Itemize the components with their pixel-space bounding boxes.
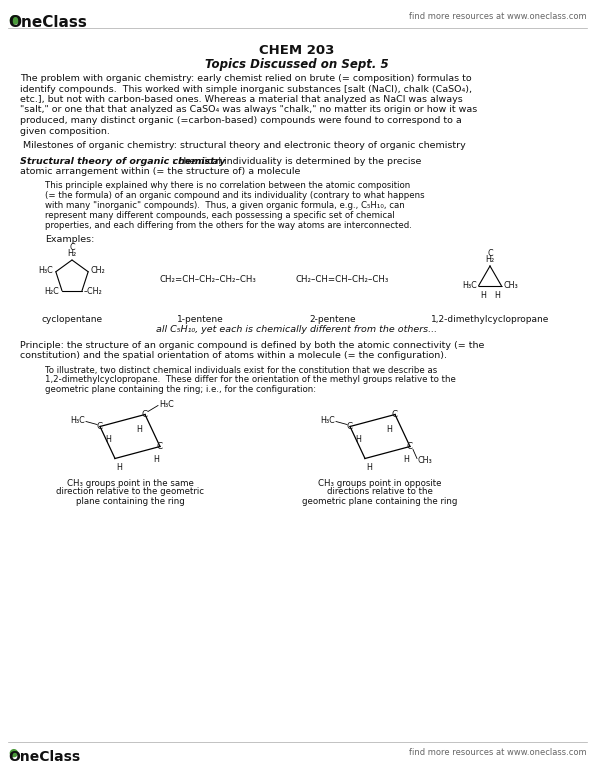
Text: H: H	[386, 424, 392, 434]
Text: cyclopentane: cyclopentane	[42, 315, 102, 324]
Text: directions relative to the: directions relative to the	[327, 487, 433, 497]
Text: CH₃ groups point in opposite: CH₃ groups point in opposite	[318, 478, 441, 487]
Text: The problem with organic chemistry: early chemist relied on brute (= composition: The problem with organic chemistry: earl…	[20, 74, 472, 83]
Text: OneClass: OneClass	[8, 15, 87, 30]
Text: direction relative to the geometric: direction relative to the geometric	[56, 487, 204, 497]
Text: H₃C: H₃C	[159, 400, 174, 409]
Text: C: C	[97, 422, 103, 431]
Text: C: C	[347, 422, 353, 431]
Text: H: H	[403, 454, 409, 464]
Text: C: C	[69, 243, 75, 252]
Text: "salt," or one that that analyzed as CaSO₄ was always "chalk," no matter its ori: "salt," or one that that analyzed as CaS…	[20, 105, 477, 115]
Text: properties, and each differing from the others for the way atoms are interconnec: properties, and each differing from the …	[45, 222, 412, 230]
Text: H₂C: H₂C	[44, 287, 59, 296]
Text: find more resources at www.oneclass.com: find more resources at www.oneclass.com	[409, 748, 587, 757]
Text: CH₂=CH–CH₂–CH₂–CH₃: CH₂=CH–CH₂–CH₂–CH₃	[160, 276, 257, 284]
Text: 2-pentene: 2-pentene	[309, 315, 356, 324]
Text: H₃C: H₃C	[38, 266, 53, 275]
Text: identify compounds.  This worked with simple inorganic substances [salt (NaCl), : identify compounds. This worked with sim…	[20, 85, 472, 93]
Text: To illustrate, two distinct chemical individuals exist for the constitution that: To illustrate, two distinct chemical ind…	[45, 366, 437, 374]
Text: Principle: the structure of an organic compound is defined by both the atomic co: Principle: the structure of an organic c…	[20, 340, 484, 350]
Text: atomic arrangement within (= the structure of) a molecule: atomic arrangement within (= the structu…	[20, 167, 300, 176]
Text: H: H	[480, 290, 486, 300]
Text: geometric plane containing the ring; i.e., for the configuration:: geometric plane containing the ring; i.e…	[45, 386, 316, 394]
Text: CH₂: CH₂	[90, 266, 105, 275]
Text: –CH₂: –CH₂	[84, 287, 103, 296]
Text: geometric plane containing the ring: geometric plane containing the ring	[302, 497, 458, 505]
Text: H₂: H₂	[486, 255, 494, 264]
Text: H₃C: H₃C	[320, 416, 335, 425]
Text: H: H	[136, 424, 142, 434]
Text: C: C	[157, 442, 163, 451]
Text: C: C	[487, 249, 493, 258]
Text: ●: ●	[8, 12, 19, 25]
Text: H₂: H₂	[67, 249, 77, 258]
Text: H: H	[153, 454, 159, 464]
Text: constitution) and the spatial orientation of atoms within a molecule (= the conf: constitution) and the spatial orientatio…	[20, 351, 447, 360]
Text: H: H	[494, 290, 500, 300]
Text: C: C	[392, 410, 398, 419]
Text: H: H	[105, 434, 111, 444]
Text: 1,2-dimethylcyclopropane.  These differ for the orientation of the methyl groups: 1,2-dimethylcyclopropane. These differ f…	[45, 376, 456, 384]
Text: Examples:: Examples:	[45, 235, 95, 243]
Text: produced, many distinct organic (=carbon-based) compounds were found to correspo: produced, many distinct organic (=carbon…	[20, 116, 462, 125]
Text: H₃C: H₃C	[462, 281, 477, 290]
Text: ●: ●	[8, 748, 18, 758]
Text: C: C	[407, 442, 413, 451]
Text: Milestones of organic chemistry: structural theory and electronic theory of orga: Milestones of organic chemistry: structu…	[20, 141, 466, 150]
Text: H₃C: H₃C	[70, 416, 85, 425]
Text: H: H	[116, 463, 122, 471]
Text: CH₃: CH₃	[418, 456, 433, 465]
Text: This principle explained why there is no correlation between the atomic composit: This principle explained why there is no…	[45, 182, 410, 190]
Text: Structural theory of organic chemistry: Structural theory of organic chemistry	[20, 156, 226, 166]
Text: etc.], but not with carbon-based ones. Whereas a material that analyzed as NaCl : etc.], but not with carbon-based ones. W…	[20, 95, 463, 104]
Text: H: H	[355, 434, 361, 444]
Text: plane containing the ring: plane containing the ring	[76, 497, 184, 505]
Text: represent many different compounds, each possessing a specific set of chemical: represent many different compounds, each…	[45, 212, 394, 220]
Text: CHEM 203: CHEM 203	[259, 44, 334, 57]
Text: H: H	[366, 463, 372, 471]
Text: given composition.: given composition.	[20, 126, 110, 136]
Text: with many "inorganic" compounds).  Thus, a given organic formula, e.g., C₅H₁₀, c: with many "inorganic" compounds). Thus, …	[45, 202, 405, 210]
Text: CH₂–CH=CH–CH₂–CH₃: CH₂–CH=CH–CH₂–CH₃	[295, 276, 389, 284]
Text: 1-pentene: 1-pentene	[177, 315, 223, 324]
Text: Topics Discussed on Sept. 5: Topics Discussed on Sept. 5	[205, 58, 389, 71]
Text: (= the formula) of an organic compound and its individuality (contrary to what h: (= the formula) of an organic compound a…	[45, 192, 425, 200]
Text: C: C	[142, 410, 148, 419]
Text: CH₃: CH₃	[503, 281, 518, 290]
Text: OneClass: OneClass	[8, 750, 80, 764]
Text: 1,2-dimethylcyclopropane: 1,2-dimethylcyclopropane	[431, 315, 549, 324]
Text: : chemical individuality is determined by the precise: : chemical individuality is determined b…	[172, 156, 421, 166]
Text: all C₅H₁₀, yet each is chemically different from the others...: all C₅H₁₀, yet each is chemically differ…	[156, 325, 437, 334]
Text: find more resources at www.oneclass.com: find more resources at www.oneclass.com	[409, 12, 587, 21]
Text: CH₃ groups point in the same: CH₃ groups point in the same	[67, 478, 193, 487]
